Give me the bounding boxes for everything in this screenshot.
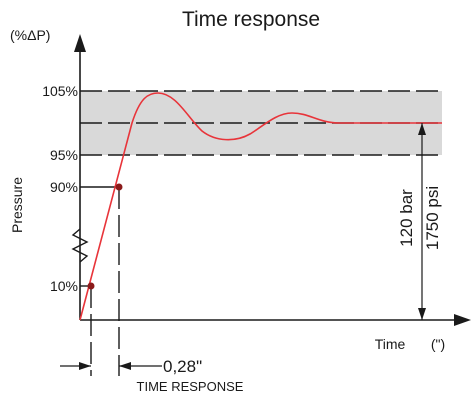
axes [74, 34, 471, 326]
pressure-dimension-arrow-bottom [418, 308, 426, 320]
x-unit-label: (") [431, 336, 445, 352]
pressure-bar-label: 120 bar [397, 189, 416, 247]
tick-10: 10% [50, 278, 78, 294]
response-time-value: 0,28" [163, 357, 202, 376]
marker-90 [115, 183, 123, 191]
x-axis-label: Time [375, 336, 406, 352]
time-dimension-arrow-left [79, 362, 91, 370]
y-axis-label: Pressure [9, 177, 25, 233]
x-axis-arrow [454, 314, 471, 326]
y-axis-arrow [74, 34, 86, 52]
tick-90: 90% [50, 179, 78, 195]
time-dimension-arrow-right [119, 362, 131, 370]
tick-95: 95% [50, 147, 78, 163]
marker-10 [87, 282, 95, 290]
diagram-title: Time response [182, 8, 320, 31]
response-curve [79, 92, 442, 321]
response-time-label: TIME RESPONSE [137, 379, 244, 394]
reference-lines [80, 90, 442, 376]
tick-105: 105% [42, 83, 78, 99]
pressure-psi-label: 1750 psi [423, 186, 442, 250]
y-unit-label: (%ΔP) [10, 27, 50, 43]
pressure-dimension-arrow-top [418, 123, 426, 135]
axis-break [71, 228, 89, 263]
